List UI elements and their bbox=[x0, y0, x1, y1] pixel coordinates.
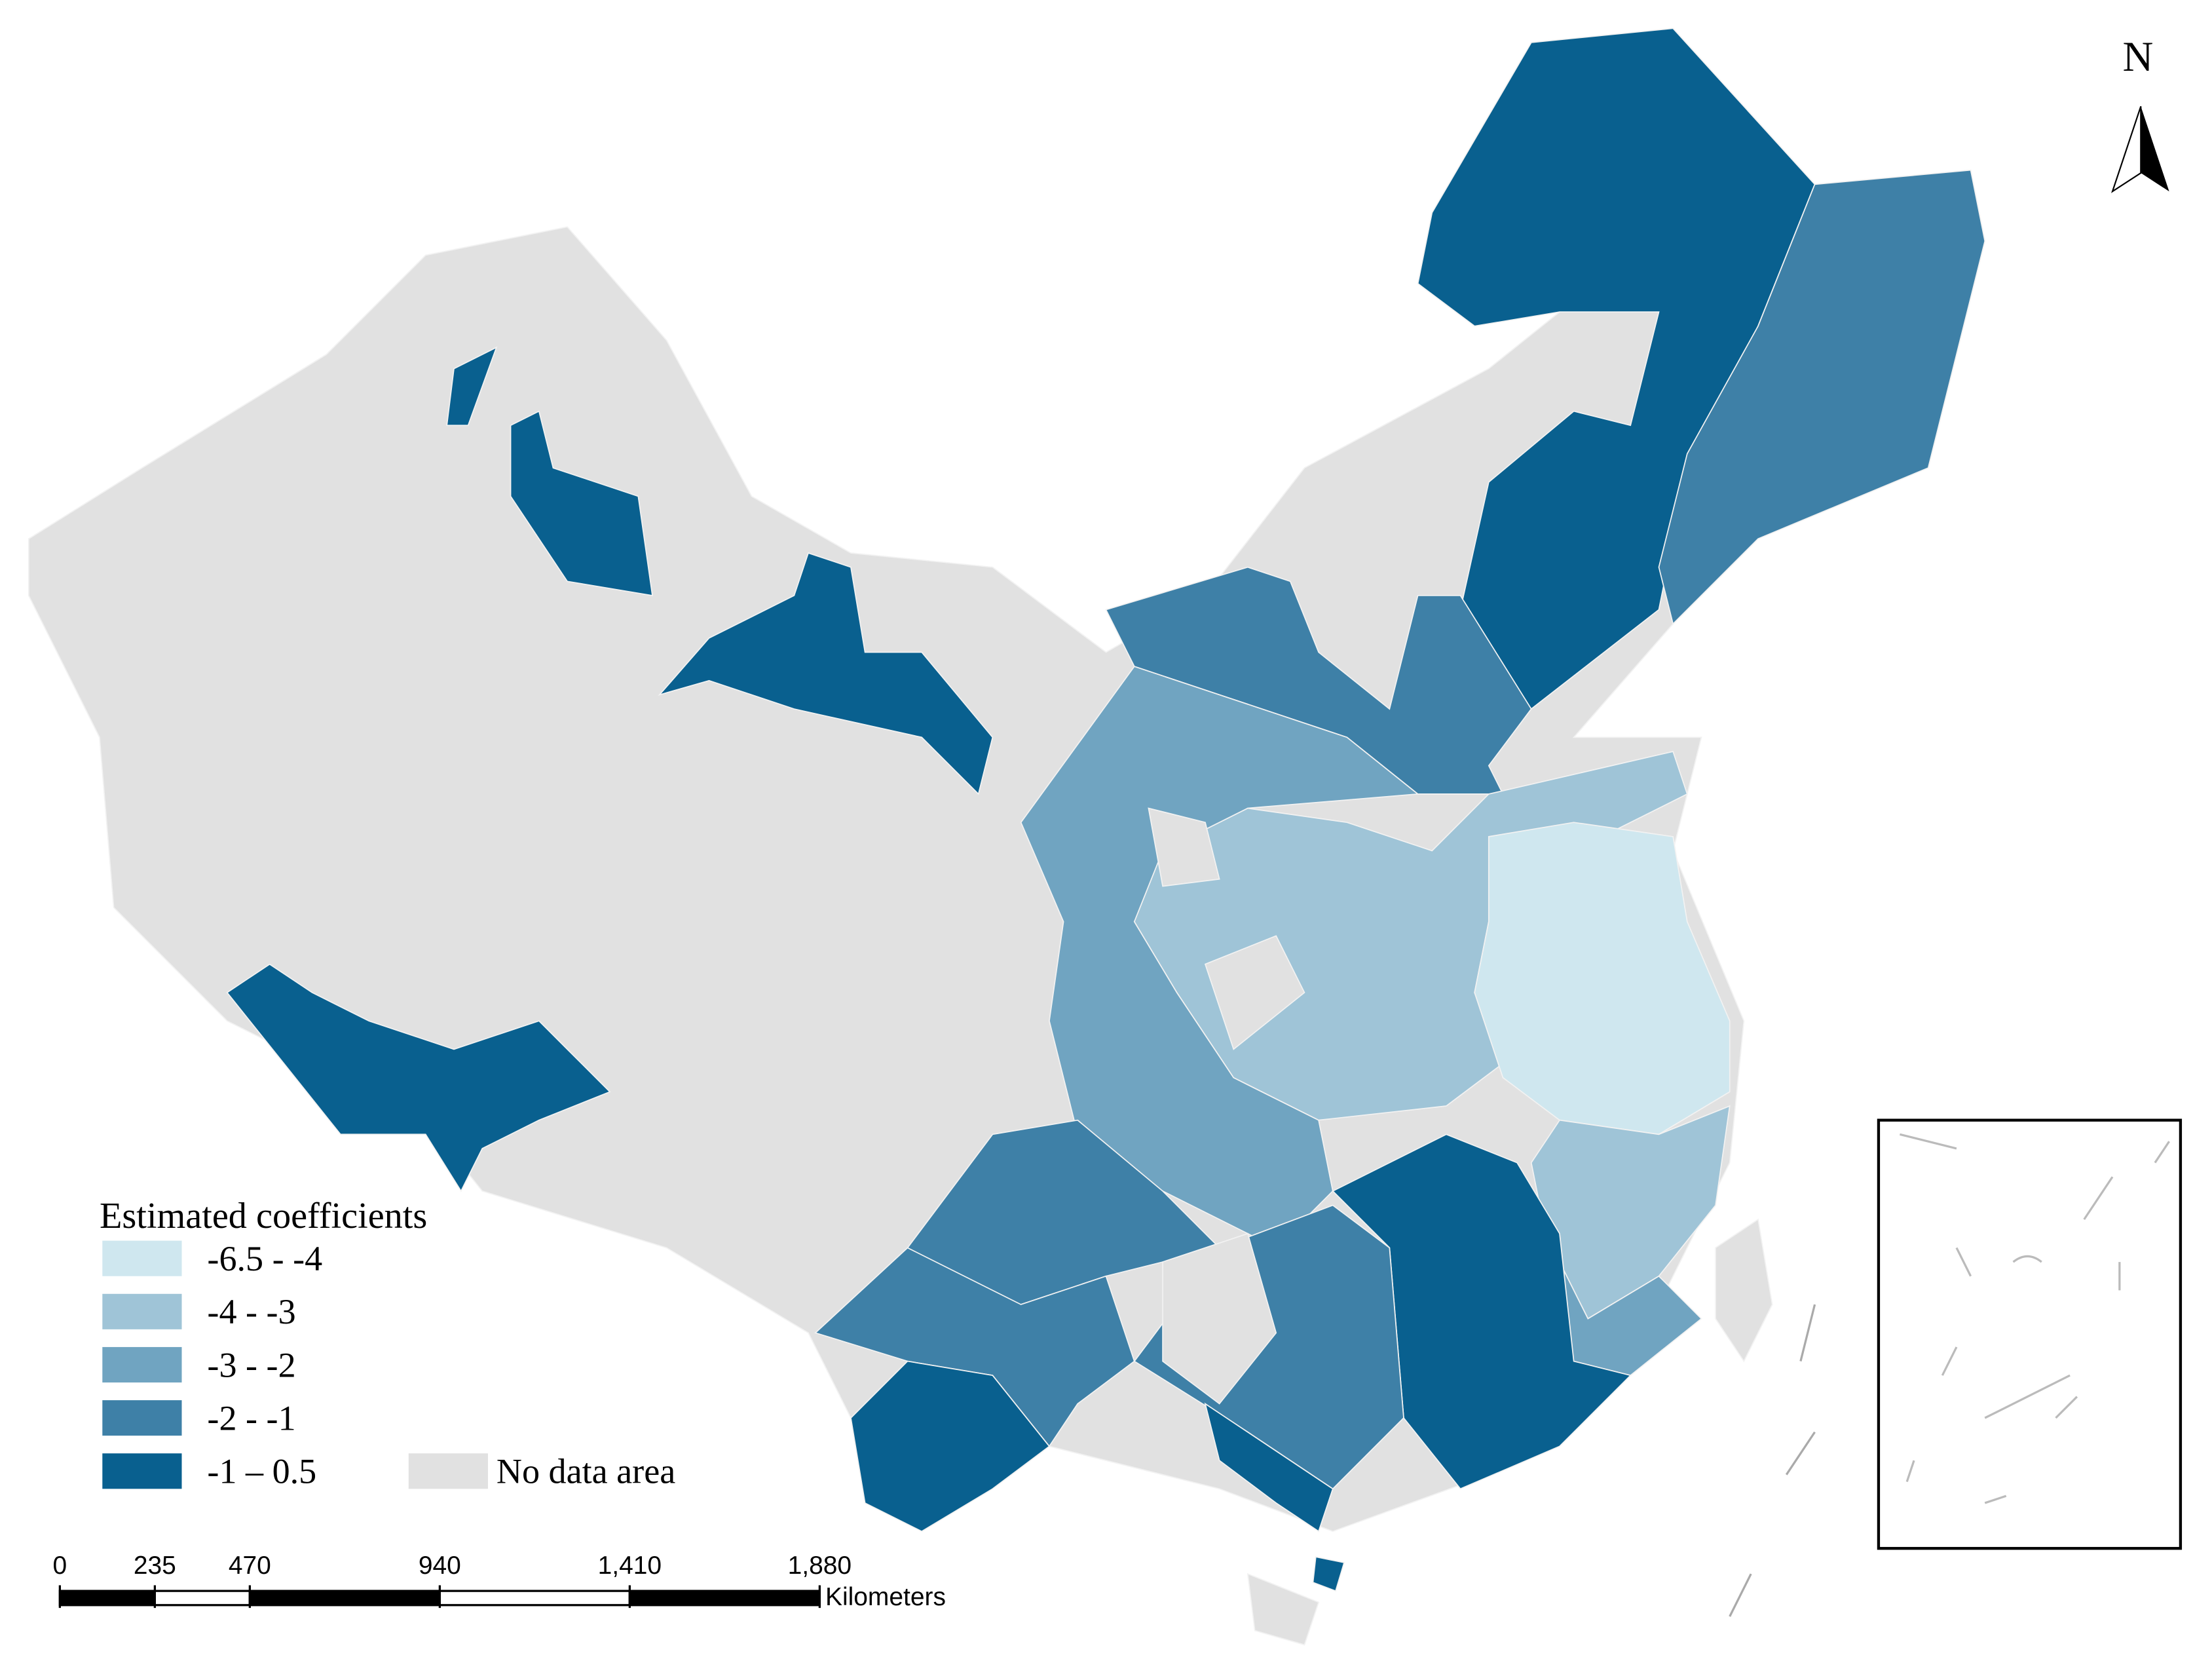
region bbox=[1162, 1232, 1277, 1405]
legend-swatch bbox=[102, 1453, 182, 1489]
china-map bbox=[28, 28, 1986, 1646]
region bbox=[1715, 1218, 1773, 1363]
scale-segment bbox=[153, 1590, 251, 1607]
region bbox=[1658, 169, 1986, 625]
scale-label: 470 bbox=[229, 1552, 271, 1580]
scale-label: 235 bbox=[134, 1552, 176, 1580]
arrow-half bbox=[2141, 106, 2169, 192]
inset-islands bbox=[1900, 1133, 2170, 1504]
sea-lines bbox=[1729, 1304, 1816, 1617]
scale-label: 1,410 bbox=[598, 1552, 662, 1580]
scale-bar: 0 235 470 940 1,410 1,880 Kilometers bbox=[53, 1552, 946, 1611]
region bbox=[510, 410, 654, 596]
scale-label: 940 bbox=[419, 1552, 461, 1580]
region bbox=[1204, 1402, 1334, 1533]
legend-label: -3 - -2 bbox=[207, 1345, 295, 1384]
legend-label: -2 - -1 bbox=[207, 1399, 295, 1438]
legend-label: -1 – 0.5 bbox=[207, 1452, 316, 1491]
scale-segment bbox=[248, 1590, 441, 1607]
region bbox=[1204, 935, 1305, 1050]
scale-label: 1,880 bbox=[788, 1552, 852, 1580]
legend-swatch bbox=[408, 1453, 488, 1489]
region bbox=[226, 963, 611, 1192]
region bbox=[1148, 807, 1220, 887]
scale-segment bbox=[628, 1590, 821, 1607]
north-arrow: N bbox=[2111, 33, 2169, 193]
legend-swatch bbox=[102, 1240, 182, 1276]
region bbox=[658, 552, 994, 795]
north-label: N bbox=[2123, 33, 2154, 81]
legend-title: Estimated coefficients bbox=[100, 1196, 427, 1236]
legend-label: No data area bbox=[497, 1452, 675, 1491]
legend: Estimated coefficients -6.5 - -4 -4 - -3 -… bbox=[100, 1196, 675, 1491]
scale-unit: Kilometers bbox=[825, 1583, 946, 1611]
region bbox=[446, 346, 498, 427]
legend-swatch bbox=[102, 1400, 182, 1436]
legend-label: -4 - -3 bbox=[207, 1292, 295, 1331]
region bbox=[850, 1360, 1051, 1533]
region bbox=[1474, 822, 1731, 1135]
inset-frame bbox=[1877, 1118, 2183, 1550]
region bbox=[1312, 1556, 1345, 1592]
scale-segment bbox=[58, 1590, 156, 1607]
scale-label: 0 bbox=[53, 1552, 67, 1580]
legend-label: -6.5 - -4 bbox=[207, 1239, 322, 1278]
scale-segment bbox=[438, 1590, 631, 1607]
arrow-half bbox=[2111, 105, 2142, 193]
region bbox=[1247, 1572, 1320, 1646]
legend-swatch bbox=[102, 1293, 182, 1329]
inset bbox=[1877, 1118, 2183, 1550]
legend-swatch bbox=[102, 1346, 182, 1383]
